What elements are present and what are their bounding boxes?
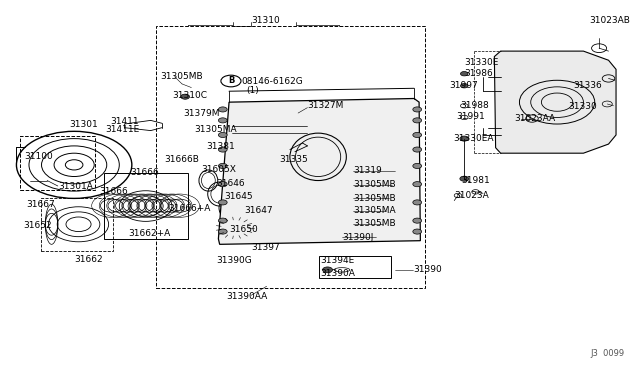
- Text: 31305MA: 31305MA: [353, 206, 396, 215]
- Circle shape: [413, 218, 422, 223]
- Text: 31645: 31645: [225, 192, 253, 201]
- Circle shape: [413, 147, 422, 152]
- Bar: [156, 26, 426, 288]
- Text: 31379M: 31379M: [183, 109, 220, 118]
- Circle shape: [218, 107, 227, 112]
- Text: 31986: 31986: [464, 69, 493, 78]
- Text: 31330: 31330: [568, 102, 597, 111]
- Text: 31023AB: 31023AB: [589, 16, 630, 25]
- Polygon shape: [218, 99, 420, 244]
- Bar: [104, 173, 188, 239]
- Text: 31305MB: 31305MB: [353, 193, 396, 202]
- Text: 31652: 31652: [23, 221, 52, 230]
- Circle shape: [461, 71, 468, 76]
- Text: (1): (1): [246, 86, 259, 95]
- Text: 31319: 31319: [353, 166, 382, 175]
- Circle shape: [218, 218, 227, 223]
- Bar: [20, 136, 95, 190]
- Text: 31390AA: 31390AA: [226, 292, 267, 301]
- Text: 31605X: 31605X: [201, 166, 236, 174]
- Circle shape: [413, 200, 422, 205]
- Text: 31662+A: 31662+A: [129, 229, 171, 238]
- Text: 31981: 31981: [461, 176, 490, 185]
- Text: 31666: 31666: [99, 187, 128, 196]
- Circle shape: [218, 163, 227, 169]
- Text: 31330EA: 31330EA: [453, 134, 493, 143]
- Text: 31301: 31301: [69, 120, 98, 129]
- Text: 31390G: 31390G: [216, 256, 252, 265]
- Circle shape: [218, 229, 227, 234]
- Text: 31330E: 31330E: [464, 58, 499, 67]
- Text: 31335: 31335: [279, 155, 308, 164]
- Text: 31301A: 31301A: [58, 182, 93, 190]
- Text: 31023A: 31023A: [454, 191, 489, 200]
- Text: 31411E: 31411E: [106, 125, 140, 134]
- Bar: [41, 198, 113, 251]
- Text: 31988: 31988: [461, 101, 489, 110]
- Text: 31310C: 31310C: [173, 91, 207, 100]
- Text: 31305MB: 31305MB: [353, 180, 396, 189]
- Text: 31397: 31397: [251, 244, 280, 253]
- Text: 08146-6162G: 08146-6162G: [241, 77, 303, 86]
- Circle shape: [180, 94, 189, 99]
- Circle shape: [218, 132, 227, 138]
- Circle shape: [460, 176, 468, 181]
- Circle shape: [218, 182, 227, 187]
- Text: 31666B: 31666B: [164, 155, 199, 164]
- Circle shape: [218, 118, 227, 123]
- Text: 31394E: 31394E: [320, 256, 355, 265]
- Text: 31997: 31997: [449, 81, 478, 90]
- Circle shape: [460, 136, 468, 141]
- Circle shape: [218, 147, 227, 152]
- Circle shape: [218, 200, 227, 205]
- Bar: [319, 256, 391, 278]
- Text: 31647: 31647: [244, 206, 273, 215]
- Circle shape: [461, 84, 468, 88]
- Text: 31100: 31100: [24, 152, 52, 161]
- Text: 31336: 31336: [573, 81, 602, 90]
- Polygon shape: [494, 51, 616, 153]
- Text: 31310: 31310: [251, 16, 280, 25]
- Text: 31646: 31646: [216, 179, 244, 187]
- Text: 31667: 31667: [26, 201, 55, 209]
- Circle shape: [413, 163, 422, 169]
- Text: 31650: 31650: [229, 225, 258, 234]
- Circle shape: [413, 229, 422, 234]
- Text: 31991: 31991: [457, 112, 486, 121]
- Circle shape: [323, 267, 333, 273]
- Circle shape: [413, 132, 422, 138]
- Text: 31666: 31666: [131, 168, 159, 177]
- Text: 31411: 31411: [110, 116, 138, 126]
- Text: 31305MA: 31305MA: [195, 125, 237, 134]
- Text: B: B: [228, 76, 234, 85]
- Text: 31381: 31381: [206, 142, 235, 151]
- Text: 31305MB: 31305MB: [160, 72, 203, 81]
- Circle shape: [413, 182, 422, 187]
- Text: 31023AA: 31023AA: [515, 114, 556, 123]
- Text: 31390J: 31390J: [342, 232, 373, 241]
- Circle shape: [413, 107, 422, 112]
- Text: 31327M: 31327M: [307, 101, 344, 110]
- Text: 31666+A: 31666+A: [168, 205, 211, 214]
- Text: J3  0099: J3 0099: [590, 349, 624, 358]
- Text: 31390: 31390: [413, 265, 442, 274]
- Circle shape: [413, 118, 422, 123]
- Text: 31305MB: 31305MB: [353, 219, 396, 228]
- Text: 31662: 31662: [74, 255, 103, 264]
- Text: 31390A: 31390A: [320, 269, 355, 278]
